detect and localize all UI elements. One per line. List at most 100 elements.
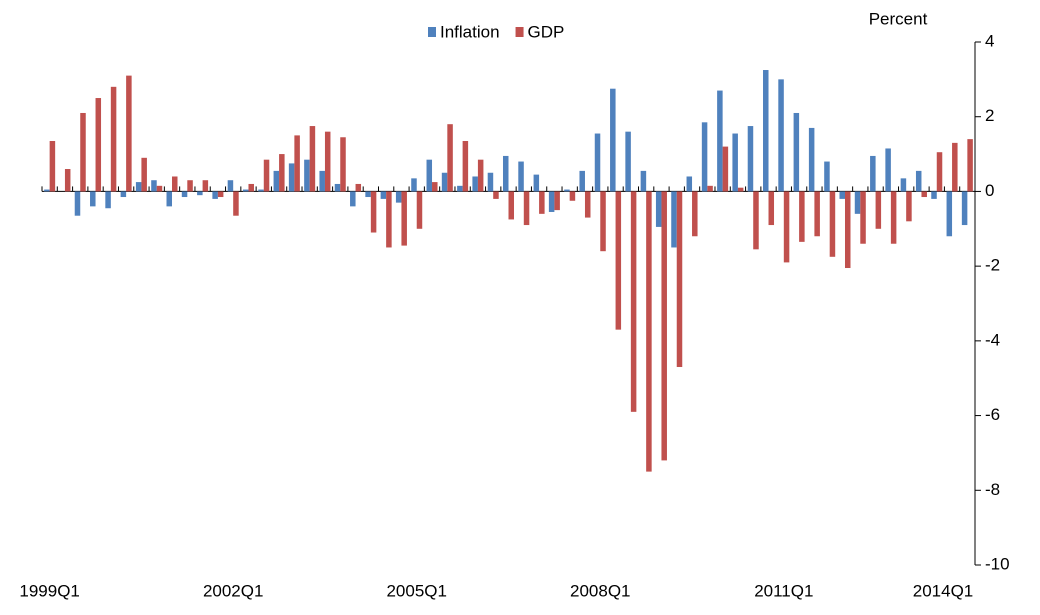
bar: [227, 180, 234, 192]
bar: [340, 137, 346, 192]
bar: [655, 191, 662, 227]
bar: [80, 112, 86, 192]
bar: [915, 170, 922, 192]
bar: [523, 191, 530, 226]
bar: [135, 182, 142, 192]
bar: [370, 191, 377, 233]
bar: [309, 126, 316, 192]
y-tick-label: -8: [985, 480, 1000, 499]
bar: [477, 159, 484, 192]
bar: [808, 127, 815, 192]
bar: [324, 131, 331, 192]
bar: [814, 191, 820, 237]
bar: [508, 191, 515, 220]
bar: [854, 191, 861, 214]
bar: [126, 75, 132, 192]
bar: [722, 146, 729, 192]
bar: [967, 139, 973, 192]
bar: [564, 189, 570, 192]
bar: [365, 191, 371, 198]
x-tick-label: 2005Q1: [386, 581, 447, 600]
bar: [763, 70, 769, 192]
bar: [753, 191, 759, 250]
bar: [64, 169, 71, 192]
bar: [747, 126, 754, 192]
bar: [900, 178, 907, 192]
bar: [258, 189, 264, 192]
bar: [426, 159, 433, 192]
bar: [334, 183, 341, 192]
bar: [931, 191, 937, 199]
bar: [579, 170, 585, 192]
bar: [594, 133, 601, 192]
bar: [202, 180, 209, 192]
bar: [860, 191, 866, 244]
bar: [401, 191, 407, 246]
bar: [707, 185, 713, 192]
bar: [288, 163, 295, 192]
y-tick-label: -10: [985, 554, 1010, 573]
legend-label: Inflation: [440, 22, 500, 41]
bar: [416, 191, 423, 229]
bar: [350, 191, 356, 207]
bar: [172, 176, 178, 192]
bar: [610, 88, 616, 192]
bar: [502, 155, 509, 192]
bar: [875, 191, 882, 229]
x-tick-label: 2002Q1: [203, 581, 264, 600]
bar: [141, 157, 147, 192]
legend-label: GDP: [528, 22, 565, 41]
bar: [355, 183, 362, 192]
bar: [936, 152, 943, 192]
bar: [717, 90, 723, 192]
bar: [783, 191, 790, 263]
bar: [533, 174, 540, 192]
x-tick-label: 1999Q1: [19, 581, 80, 600]
bar: [844, 191, 851, 269]
bar: [799, 191, 805, 242]
y-tick-label: 4: [985, 31, 994, 50]
bar: [181, 191, 188, 198]
bar: [447, 124, 453, 192]
legend-swatch: [428, 27, 436, 37]
bar: [411, 178, 417, 192]
bar: [600, 191, 606, 252]
bar: [539, 191, 545, 214]
bar: [212, 191, 218, 199]
bar: [737, 187, 744, 192]
bar: [294, 135, 300, 192]
bar: [732, 133, 738, 192]
bar: [248, 183, 254, 192]
bar: [824, 161, 830, 192]
bar: [95, 98, 102, 192]
bar: [457, 185, 463, 192]
bar: [380, 191, 387, 199]
bar: [548, 191, 555, 212]
bar: [432, 182, 438, 192]
bar: [625, 131, 631, 192]
bar: [187, 180, 193, 192]
bar: [768, 191, 775, 226]
bar: [105, 191, 111, 209]
bar: [686, 176, 693, 192]
bar: [110, 86, 117, 192]
y-tick-label: 2: [985, 106, 994, 125]
bar: [44, 189, 50, 192]
bar: [646, 191, 652, 472]
bar: [661, 191, 667, 461]
bar: [386, 191, 392, 248]
bar: [692, 191, 698, 237]
bar: [74, 191, 81, 216]
bar: [829, 191, 836, 257]
bar: [921, 191, 927, 198]
bar: [615, 191, 622, 330]
bar: [279, 154, 285, 192]
bar: [395, 191, 402, 203]
bar: [778, 79, 784, 192]
bar: [701, 122, 708, 192]
bar: [242, 189, 249, 192]
bar: [630, 191, 637, 412]
bar: [217, 191, 224, 198]
bar: [49, 140, 56, 192]
